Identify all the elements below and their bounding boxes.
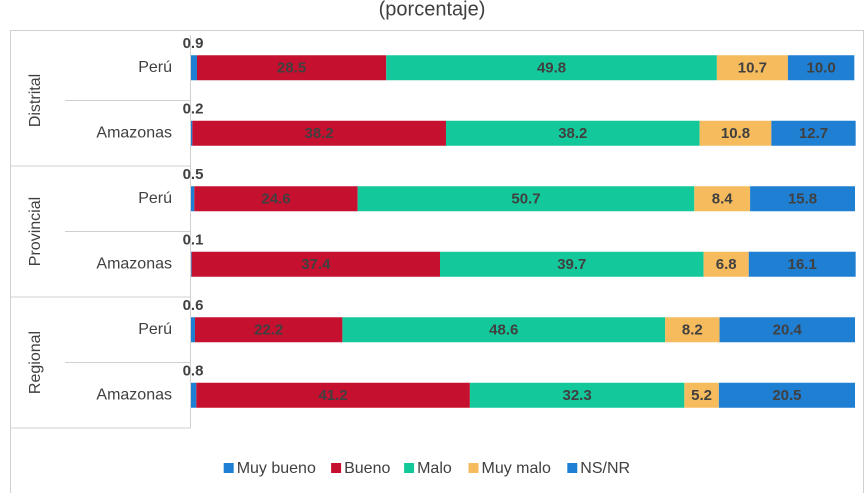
bar-segment: [342, 317, 666, 343]
legend-swatch: [468, 463, 479, 473]
bar-segment: [771, 120, 856, 146]
bar-segment: [445, 120, 700, 146]
legend-swatch: [567, 463, 578, 473]
category-label: Amazonas: [96, 255, 172, 272]
group-label: Provincial: [27, 197, 44, 266]
data-label: 50.7: [511, 191, 540, 208]
data-label: 28.5: [277, 60, 306, 77]
data-label: 24.6: [261, 191, 290, 208]
category-label: Perú: [138, 190, 172, 207]
bar-segment: [196, 382, 470, 408]
data-label: 6.8: [716, 256, 737, 273]
bar-segment: [716, 55, 788, 81]
data-label: 38.2: [558, 125, 587, 142]
data-label: 37.4: [301, 256, 331, 273]
legend-label: Muy bueno: [237, 460, 316, 477]
bar-segment: [196, 55, 387, 81]
bar-segment: [684, 382, 719, 408]
data-label: 0.1: [183, 232, 204, 249]
bar-segment: [386, 55, 717, 81]
bar-segment: [191, 251, 440, 277]
data-label: 0.6: [183, 297, 204, 314]
bar-segment: [694, 186, 751, 212]
data-label: 0.5: [183, 166, 204, 183]
data-label: 39.7: [557, 256, 586, 273]
bar-segment: [194, 186, 358, 212]
data-label: 20.4: [773, 322, 803, 339]
bar-segment: [357, 186, 695, 212]
data-label: 5.2: [691, 387, 712, 404]
bar-segment: [191, 382, 197, 408]
data-label: 48.6: [489, 322, 518, 339]
bar-segment: [191, 186, 195, 212]
chart-title: (porcentaje): [379, 0, 486, 20]
category-label: Perú: [138, 59, 172, 76]
bar-segment: [699, 120, 772, 146]
data-label: 20.5: [772, 387, 801, 404]
data-label: 8.4: [712, 191, 734, 208]
category-label: Amazonas: [96, 386, 172, 403]
data-label: 32.3: [563, 387, 592, 404]
bar-segment: [719, 317, 855, 343]
bar-segment: [191, 251, 192, 277]
bar-segment: [469, 382, 685, 408]
chart-border: [10, 30, 864, 493]
legend-swatch: [223, 463, 234, 473]
bar-segment: [703, 251, 749, 277]
group-label: Regional: [27, 331, 44, 394]
group-label: Distrital: [27, 74, 44, 127]
data-label: 38.2: [305, 125, 334, 142]
data-label: 8.2: [682, 322, 703, 339]
bar-segment: [191, 120, 193, 146]
bar-segment: [750, 186, 855, 212]
data-label: 41.2: [318, 387, 347, 404]
data-label: 12.7: [799, 125, 828, 142]
legend-label: NS/NR: [580, 460, 630, 477]
bar-segment: [191, 317, 195, 343]
data-label: 0.9: [183, 35, 204, 52]
data-label: 10.7: [738, 60, 767, 77]
legend-label: Bueno: [344, 460, 390, 477]
bar-segment: [194, 317, 343, 343]
bar-segment: [192, 120, 446, 146]
bar-segment: [718, 382, 855, 408]
data-label: 15.8: [788, 191, 817, 208]
data-label: 16.1: [788, 256, 817, 273]
data-label: 0.2: [183, 101, 204, 118]
data-label: 49.8: [537, 60, 566, 77]
legend-swatch: [404, 463, 415, 473]
bar-segment: [191, 55, 197, 81]
legend-label: Malo: [417, 460, 452, 477]
legend-swatch: [331, 463, 342, 473]
bar-segment: [665, 317, 720, 343]
bar-segment: [440, 251, 704, 277]
data-label: 10.8: [721, 125, 750, 142]
legend-label: Muy malo: [482, 460, 551, 477]
category-label: Perú: [138, 321, 172, 338]
data-label: 0.8: [183, 363, 204, 380]
data-label: 10.0: [807, 60, 836, 77]
category-label: Amazonas: [96, 124, 172, 141]
bar-segment: [748, 251, 856, 277]
bar-segment: [787, 55, 855, 81]
data-label: 22.2: [254, 322, 283, 339]
